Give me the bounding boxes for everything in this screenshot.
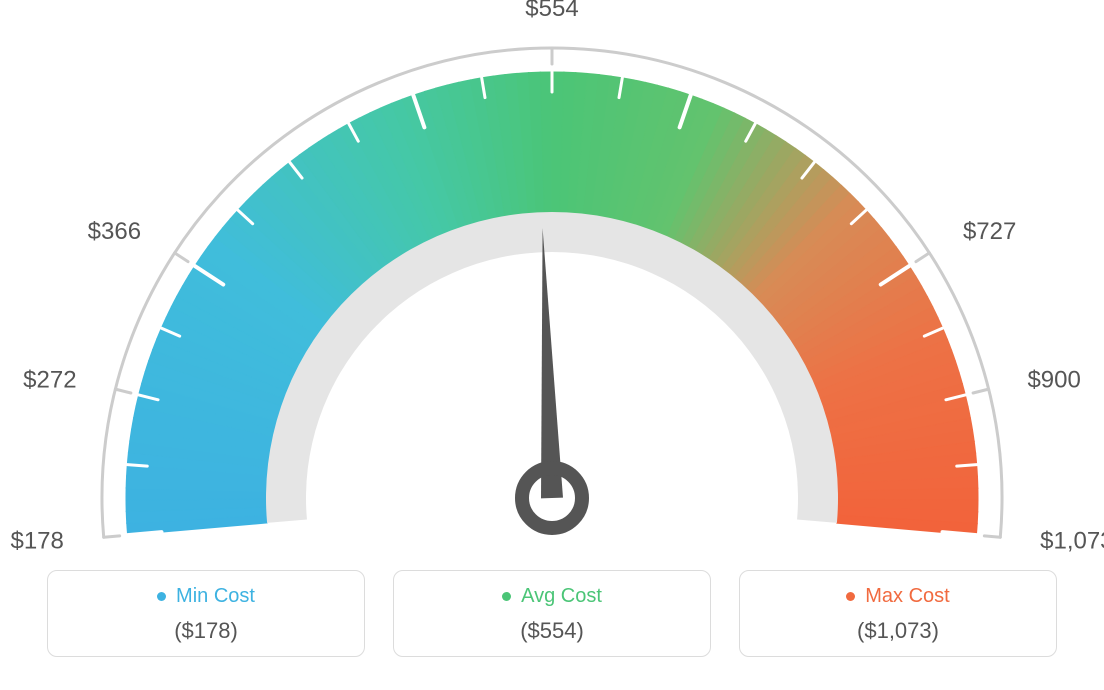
legend-value-max: ($1,073) <box>748 618 1048 644</box>
dot-icon <box>502 592 511 601</box>
gauge-needle <box>541 228 563 498</box>
tick-label: $727 <box>963 218 1016 245</box>
legend-title-avg: Avg Cost <box>502 585 602 608</box>
chart-wrap: $178 $272 $366 $554 $727 $900 $1,073 Min Cost … <box>0 0 1104 690</box>
tick-label: $1,073 <box>1040 528 1104 555</box>
legend-title-label: Avg Cost <box>521 585 602 608</box>
dot-icon <box>846 592 855 601</box>
legend-title-max: Max Cost <box>846 585 949 608</box>
dot-icon <box>157 592 166 601</box>
legend-card-max: Max Cost ($1,073) <box>739 570 1057 657</box>
legend-title-label: Min Cost <box>176 585 255 608</box>
gauge-chart: $178 $272 $366 $554 $727 $900 $1,073 <box>0 0 1104 560</box>
legend-value-min: ($178) <box>56 618 356 644</box>
legend-row: Min Cost ($178) Avg Cost ($554) Max Cost… <box>0 560 1104 657</box>
gauge-area: $178 $272 $366 $554 $727 $900 $1,073 <box>0 0 1104 560</box>
tick-label: $272 <box>23 366 76 393</box>
legend-title-label: Max Cost <box>865 585 949 608</box>
tick-label: $554 <box>525 0 578 22</box>
tick-label: $366 <box>88 218 141 245</box>
tick-label: $900 <box>1027 366 1080 393</box>
legend-card-avg: Avg Cost ($554) <box>393 570 711 657</box>
legend-title-min: Min Cost <box>157 585 255 608</box>
legend-value-avg: ($554) <box>402 618 702 644</box>
tick-label: $178 <box>10 528 63 555</box>
legend-card-min: Min Cost ($178) <box>47 570 365 657</box>
